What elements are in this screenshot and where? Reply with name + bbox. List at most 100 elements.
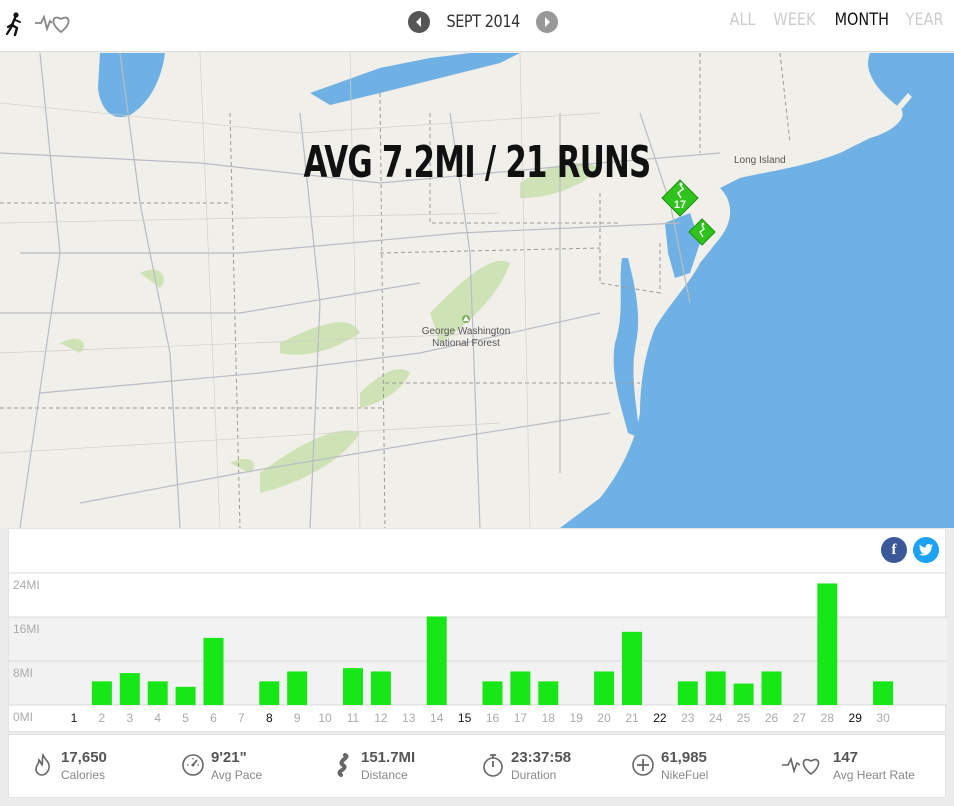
chart-x-tick-label: 8 xyxy=(266,711,273,725)
map-background xyxy=(0,53,954,528)
chart-bar xyxy=(817,583,838,705)
tab-year[interactable]: YEAR xyxy=(906,10,944,30)
chart-x-tick-label: 4 xyxy=(154,711,161,725)
minor-roads xyxy=(0,53,601,528)
chart-x-tick-label: 7 xyxy=(238,711,245,725)
chart-x-tick-label: 9 xyxy=(294,711,301,725)
runner-icon xyxy=(699,224,705,238)
chart-x-tick-label: 11 xyxy=(347,711,360,725)
share-buttons: f xyxy=(881,537,939,563)
cluster-count: 17 xyxy=(674,199,686,211)
next-month-button[interactable] xyxy=(536,11,559,33)
chart-x-tick-label: 19 xyxy=(570,711,584,725)
run-map[interactable]: AVG 7.2MI / 21 RUNS George Washington Na… xyxy=(0,53,954,528)
calories-flame-icon xyxy=(31,752,55,777)
calories-value: 17,650 xyxy=(61,749,107,766)
chart-bar xyxy=(482,681,503,705)
tab-month[interactable]: MONTH xyxy=(835,10,890,30)
runner-icon xyxy=(677,183,684,199)
chart-x-tick-label: 27 xyxy=(793,711,807,725)
marker-layer: 17 xyxy=(661,179,716,246)
chart-x-tick-label: 3 xyxy=(126,711,133,725)
chart-bar xyxy=(733,683,754,705)
chart-x-tick-label: 15 xyxy=(458,711,472,725)
chart-bar xyxy=(119,673,140,705)
nikefuel-value: 61,985 xyxy=(661,749,707,766)
chart-x-tick-label: 2 xyxy=(99,711,106,725)
chart-x-tick-label: 25 xyxy=(737,711,751,725)
chart-x-tick-label: 21 xyxy=(625,711,639,725)
monthly-average-headline: AVG 7.2MI / 21 RUNS xyxy=(303,137,651,188)
long-island xyxy=(730,137,840,165)
chart-bar xyxy=(594,671,615,705)
twitter-share-button[interactable] xyxy=(913,537,939,563)
heart-rate-icon[interactable] xyxy=(34,11,72,35)
distance-label: Distance xyxy=(361,768,408,782)
chart-bar xyxy=(705,671,726,705)
chart-x-tick-label: 20 xyxy=(597,711,611,725)
avg-heart-rate-value: 147 xyxy=(833,749,859,766)
chart-bar xyxy=(343,668,363,705)
month-navigator: SEPT 2014 xyxy=(408,9,559,35)
run-marker[interactable] xyxy=(688,218,716,246)
running-icon[interactable] xyxy=(4,10,24,38)
chart-bar xyxy=(761,671,782,705)
chart-x-tick-label: 23 xyxy=(681,711,695,725)
duration-stopwatch-icon xyxy=(481,753,505,777)
chart-x-tick-label: 6 xyxy=(210,711,217,725)
roads xyxy=(0,53,721,528)
nikefuel-plus-icon xyxy=(631,753,655,777)
chart-bar xyxy=(622,631,642,705)
chart-band xyxy=(9,617,947,661)
chart-x-tick-label: 5 xyxy=(182,711,189,725)
facebook-icon: f xyxy=(891,541,897,558)
chart-bar xyxy=(538,681,559,705)
chart-x-tick-label: 14 xyxy=(430,711,444,725)
lake-erie xyxy=(310,53,520,105)
facebook-share-button[interactable]: f xyxy=(881,537,907,563)
chart-x-tick-label: 13 xyxy=(402,711,416,725)
period-tabs: ALL WEEK MONTH YEAR xyxy=(725,10,944,30)
chart-x-tick-label: 22 xyxy=(653,711,667,725)
tab-all[interactable]: ALL xyxy=(730,10,757,30)
chart-x-tick-label: 16 xyxy=(486,711,500,725)
duration-label: Duration xyxy=(511,768,557,782)
avg-heart-rate-label: Avg Heart Rate xyxy=(833,768,915,782)
lake-michigan xyxy=(98,53,165,118)
avg-pace-value: 9'21" xyxy=(211,749,247,766)
chart-x-tick-label: 30 xyxy=(876,711,890,725)
distance-value: 151.7MI xyxy=(361,749,416,766)
month-label: SEPT 2014 xyxy=(446,12,520,32)
chart-bar xyxy=(175,686,196,705)
chart-y-tick-label: 24MI xyxy=(13,578,40,592)
chart-bar xyxy=(203,637,224,705)
tab-week[interactable]: WEEK xyxy=(773,10,816,30)
chart-x-tick-label: 28 xyxy=(821,711,835,725)
pace-gauge-icon xyxy=(181,753,205,777)
twitter-icon xyxy=(919,544,933,556)
chart-x-tick-label: 1 xyxy=(71,711,78,725)
chesapeake-bay xyxy=(613,258,640,438)
top-bar: SEPT 2014 ALL WEEK MONTH YEAR xyxy=(0,0,954,52)
chart-x-tick-label: 26 xyxy=(765,711,779,725)
nikefuel-label: NikeFuel xyxy=(661,768,709,782)
run-cluster-marker[interactable]: 17 xyxy=(661,179,699,217)
chart-y-tick-label: 8MI xyxy=(13,666,33,680)
ocean xyxy=(560,53,954,528)
chart-bar xyxy=(510,671,531,705)
state-borders xyxy=(0,53,791,528)
chart-bar xyxy=(426,616,447,705)
chart-x-tick-label: 12 xyxy=(374,711,388,725)
chart-bar xyxy=(259,681,280,705)
chart-bar xyxy=(91,681,112,705)
calories-label: Calories xyxy=(61,768,106,782)
monthly-stats-row: 17,650 Calories 9'21" Avg Pace 151.7MI D… xyxy=(8,734,946,798)
chart-bar xyxy=(147,681,168,705)
chart-x-tick-label: 17 xyxy=(514,711,528,725)
chart-x-tick-label: 10 xyxy=(318,711,332,725)
previous-month-button[interactable] xyxy=(408,11,430,33)
chart-x-tick-label: 18 xyxy=(542,711,556,725)
chart-bar xyxy=(873,681,894,705)
